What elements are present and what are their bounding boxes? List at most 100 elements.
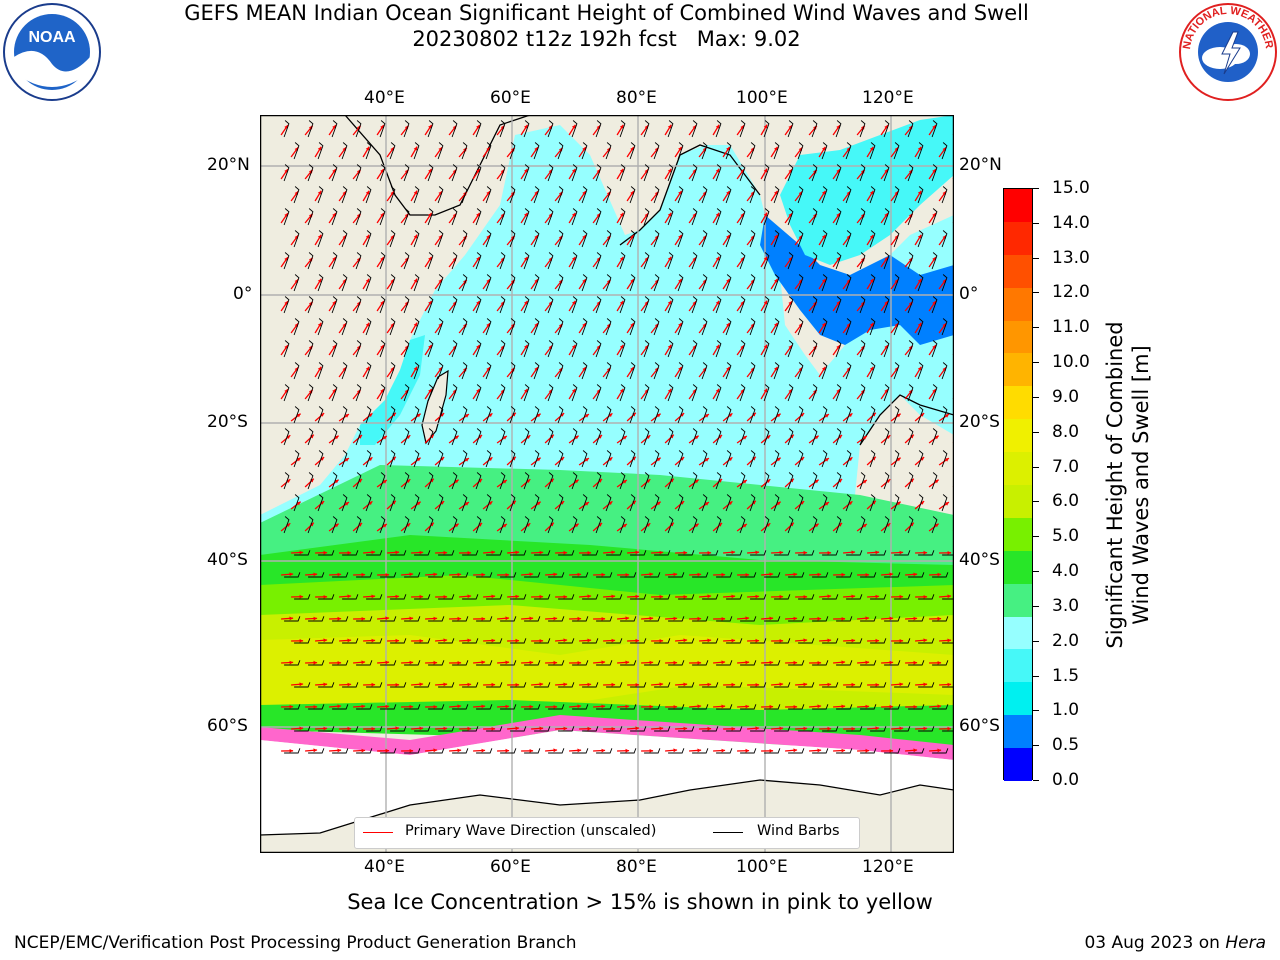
wind-barb	[389, 362, 396, 380]
wind-barb	[619, 516, 626, 534]
wave-direction-arrowhead	[625, 704, 630, 709]
wind-barb	[788, 704, 805, 710]
wind-barb	[451, 340, 458, 358]
wind-barb	[547, 428, 554, 446]
wind-barb	[821, 274, 828, 292]
wave-direction-arrowhead	[937, 704, 942, 709]
wind-barb	[739, 120, 746, 138]
wind-barb	[883, 340, 890, 358]
wave-direction-arrowhead	[433, 572, 438, 577]
wind-barb	[845, 142, 852, 160]
wind-barb	[619, 384, 626, 402]
wind-barb	[332, 572, 349, 578]
wind-barb	[894, 726, 911, 732]
wave-direction-arrowhead	[571, 212, 576, 217]
wave-direction-arrowhead	[571, 124, 576, 129]
wind-barb	[475, 340, 482, 358]
wave-direction-arrowhead	[659, 639, 664, 643]
wind-barb	[379, 384, 386, 402]
wind-barb	[701, 142, 708, 160]
wind-barb	[678, 682, 695, 688]
wind-barb	[750, 638, 767, 644]
wave-direction-arrowhead	[289, 704, 294, 709]
wind-barb	[691, 252, 698, 270]
wind-barb	[581, 406, 588, 424]
wind-barb	[883, 252, 890, 270]
wave-direction-arrowhead	[409, 616, 414, 621]
wind-barb	[845, 318, 852, 336]
wind-barb	[702, 594, 719, 600]
wave-direction-arrowhead	[467, 682, 472, 687]
wind-barb	[404, 704, 421, 710]
wind-barb	[883, 120, 890, 138]
wave-direction-arrowhead	[524, 300, 528, 305]
colorbar-title-line-1: Significant Height of Combined	[1103, 321, 1127, 649]
wind-barb	[653, 230, 660, 248]
wind-barb	[835, 120, 842, 138]
wind-barb	[774, 638, 791, 644]
wind-barb	[677, 230, 684, 248]
wave-direction-arrowhead	[317, 322, 322, 327]
wind-barb	[332, 704, 349, 710]
wave-direction-arrowhead	[382, 524, 387, 528]
wave-direction-arrowhead	[515, 550, 520, 555]
wave-direction-arrowhead	[347, 682, 352, 687]
wave-direction-arrowhead	[659, 594, 664, 599]
wave-direction-arrowhead	[515, 726, 520, 731]
wave-direction-arrowhead	[464, 502, 469, 506]
wind-barb	[677, 406, 684, 424]
wind-barb	[510, 594, 527, 600]
wave-direction-arrowhead	[726, 234, 730, 239]
wave-direction-arrowhead	[317, 146, 322, 151]
wave-direction-arrowhead	[457, 748, 462, 753]
wind-barb	[365, 142, 372, 160]
wind-barb	[307, 120, 314, 138]
wave-direction-arrowhead	[731, 727, 736, 731]
wave-direction-arrowhead	[409, 749, 414, 753]
wave-direction-legend-line	[363, 832, 393, 833]
wind-barb	[389, 318, 396, 336]
wind-barb	[739, 472, 746, 490]
wind-barb	[822, 726, 839, 732]
wind-barb	[404, 616, 421, 622]
wind-barb	[884, 660, 901, 666]
wind-barb	[500, 616, 517, 622]
colorbar-swatch	[1004, 452, 1032, 486]
wave-direction-arrowhead	[380, 301, 384, 305]
wind-barb	[293, 494, 300, 512]
wind-barb	[644, 748, 661, 754]
wind-barb	[595, 120, 602, 138]
wave-direction-arrowhead	[365, 278, 370, 283]
wind-barb	[499, 472, 506, 490]
wave-direction-arrowhead	[875, 638, 880, 643]
wind-barb	[452, 572, 469, 578]
wind-barb	[932, 704, 949, 710]
wind-barb	[749, 274, 756, 292]
wind-barb	[356, 616, 373, 622]
wind-barb	[893, 142, 900, 160]
wind-barb	[390, 726, 407, 732]
wind-barb	[630, 594, 647, 600]
wind-barb	[715, 384, 722, 402]
wind-barb	[331, 384, 338, 402]
colorbar-tick	[1033, 188, 1039, 189]
wave-direction-arrowhead	[669, 434, 674, 439]
wave-direction-arrowhead	[917, 366, 922, 371]
wind-barb	[437, 494, 444, 512]
wind-barb	[715, 164, 722, 182]
wave-direction-arrowhead	[889, 572, 894, 577]
wind-barb	[596, 748, 613, 754]
wind-barb	[619, 252, 626, 270]
wind-barb	[475, 164, 482, 182]
wind-barb	[428, 704, 445, 710]
wind-barb	[701, 362, 708, 380]
wind-barb	[558, 550, 575, 556]
wind-barb	[908, 660, 925, 666]
wind-barb	[605, 230, 612, 248]
wind-barb	[749, 142, 756, 160]
colorbar-tick	[1033, 431, 1039, 433]
wind-barb	[390, 550, 407, 556]
wind-barb	[678, 594, 695, 600]
wind-barb	[787, 252, 794, 270]
wave-direction-arrowhead	[947, 726, 952, 731]
